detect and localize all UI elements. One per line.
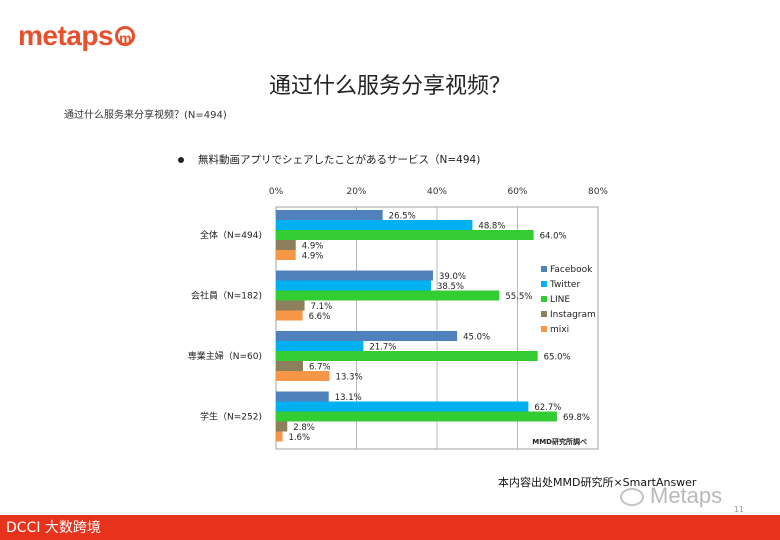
footer-text: DCCI 大数跨境 bbox=[6, 520, 101, 536]
bar-facebook bbox=[276, 270, 433, 281]
bar-line bbox=[276, 230, 534, 240]
bar-mixi bbox=[276, 250, 296, 260]
data-label: 6.7% bbox=[309, 363, 331, 373]
data-label: 39.0% bbox=[439, 272, 466, 282]
data-label: 62.7% bbox=[534, 403, 561, 413]
bar-twitter bbox=[276, 401, 529, 412]
legend-label: Instagram bbox=[550, 310, 596, 320]
chart-subtitle: 通过什么服务来分享视频？(N=494) bbox=[64, 110, 227, 121]
data-label: 6.6% bbox=[309, 312, 331, 322]
bar-mixi bbox=[276, 371, 330, 381]
legend-label: LINE bbox=[550, 295, 570, 305]
data-label: 38.5% bbox=[437, 282, 464, 292]
legend-swatch bbox=[541, 266, 547, 272]
bar-line bbox=[276, 411, 557, 422]
data-label: 64.0% bbox=[540, 232, 567, 242]
data-label: 13.1% bbox=[335, 393, 362, 403]
legend-label: mixi bbox=[550, 325, 569, 335]
data-label: 21.7% bbox=[369, 343, 396, 353]
bar-instagram bbox=[276, 300, 305, 311]
x-tick-label: 60% bbox=[507, 187, 527, 197]
slide-title: 通过什么服务分享视频？ bbox=[268, 74, 511, 99]
bar-instagram bbox=[276, 421, 288, 432]
x-tick-label: 0% bbox=[269, 187, 284, 197]
bar-twitter bbox=[276, 341, 364, 351]
data-label: 55.5% bbox=[505, 292, 532, 302]
bar-facebook bbox=[276, 331, 458, 341]
bar-facebook bbox=[276, 210, 383, 220]
bar-twitter bbox=[276, 280, 431, 291]
category-label: 会社員（N=182) bbox=[191, 290, 262, 302]
logo-mark: m bbox=[115, 25, 136, 46]
data-label: 2.8% bbox=[293, 423, 315, 433]
bar-facebook bbox=[276, 391, 329, 402]
footer-bar bbox=[0, 515, 780, 540]
legend-swatch bbox=[541, 311, 547, 317]
bullet-icon bbox=[178, 157, 184, 163]
legend-label: Facebook bbox=[550, 265, 593, 275]
bar-instagram bbox=[276, 240, 296, 250]
page-number: 11 bbox=[733, 505, 744, 514]
data-label: 4.9% bbox=[302, 252, 324, 262]
data-label: 48.8% bbox=[478, 222, 505, 232]
data-label: 1.6% bbox=[288, 433, 310, 443]
category-label: 学生（N=252) bbox=[200, 411, 262, 423]
data-label: 4.9% bbox=[302, 242, 324, 252]
bar-instagram bbox=[276, 361, 303, 371]
chart-heading: 無料動画アプリでシェアしたことがあるサービス（N=494) bbox=[178, 152, 480, 167]
legend-swatch bbox=[541, 281, 547, 287]
bar-line bbox=[276, 351, 538, 361]
data-label: 45.0% bbox=[463, 333, 490, 343]
data-label: 13.3% bbox=[336, 373, 363, 383]
category-label: 専業主婦（N=60) bbox=[188, 350, 262, 362]
data-label: 26.5% bbox=[389, 212, 416, 222]
x-tick-label: 80% bbox=[588, 187, 608, 197]
bar-mixi bbox=[276, 431, 283, 442]
x-tick-label: 40% bbox=[427, 187, 447, 197]
metaps-logo: metaps m bbox=[18, 20, 136, 52]
bar-line bbox=[276, 290, 500, 301]
category-label: 全体（N=494) bbox=[200, 229, 262, 241]
legend-swatch bbox=[541, 326, 547, 332]
data-label: 69.8% bbox=[563, 413, 590, 423]
legend-label: Twitter bbox=[549, 280, 580, 290]
bar-mixi bbox=[276, 310, 303, 321]
watermark-text: Metaps bbox=[650, 483, 723, 508]
legend-swatch bbox=[541, 296, 547, 302]
watermark: Metaps bbox=[620, 483, 722, 509]
chart-heading-text: 無料動画アプリでシェアしたことがあるサービス（N=494) bbox=[198, 154, 481, 166]
x-tick-label: 20% bbox=[346, 187, 366, 197]
data-label: 65.0% bbox=[544, 353, 571, 363]
wechat-icon bbox=[620, 488, 644, 507]
chart-source-label: MMD研究所調べ bbox=[532, 437, 587, 446]
data-label: 7.1% bbox=[311, 302, 333, 312]
bar-twitter bbox=[276, 220, 473, 230]
source-note: 本内容出处MMD研究所×SmartAnswer bbox=[498, 476, 697, 489]
